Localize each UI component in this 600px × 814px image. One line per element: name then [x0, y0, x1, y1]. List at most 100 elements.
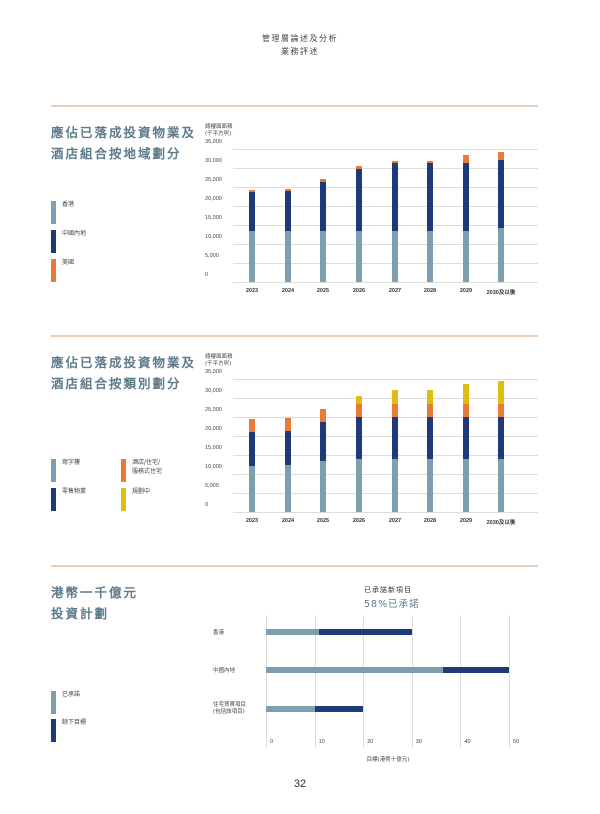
stacked-bar	[356, 149, 362, 282]
legend-swatch	[121, 488, 126, 511]
x-tick-label: 2025	[316, 288, 330, 294]
gridline	[233, 493, 538, 494]
bar-category-label: (包括該項目)	[213, 709, 245, 715]
bar-segment	[498, 160, 504, 229]
y-tick-label: 20,000	[205, 196, 222, 202]
y-axis-unit: (千平方呎)	[205, 361, 232, 367]
bar-segment	[285, 430, 291, 465]
bar-segment	[319, 629, 412, 635]
gridline	[233, 436, 538, 437]
report-subsection-title: 業務評述	[281, 47, 319, 56]
x-axis-line	[233, 512, 538, 513]
bar-category-label: 住宅買賣項目	[213, 702, 247, 708]
bar-category-label: 中國內地	[213, 668, 236, 674]
bar-segment	[392, 459, 398, 512]
section-divider	[51, 335, 538, 337]
bar-segment	[320, 460, 326, 512]
y-tick-label: 25,000	[205, 407, 222, 413]
y-tick-label: 5,000	[205, 253, 219, 259]
bar-segment	[427, 389, 433, 405]
x-tick-label: 2028	[423, 518, 437, 524]
stacked-bar	[249, 379, 255, 512]
x-tick-label: 0	[270, 739, 274, 745]
gridline	[314, 615, 316, 748]
gridline	[233, 225, 538, 226]
x-tick-label: 2023	[245, 518, 259, 524]
title-line: 港幣一千億元	[51, 585, 139, 600]
committed-percentage: 58%已承諾	[364, 599, 420, 610]
y-tick-label: 30,000	[205, 158, 222, 164]
bar-segment	[498, 381, 504, 405]
gridline	[233, 149, 538, 150]
legend-label: 香港	[62, 201, 75, 208]
y-tick-label: 30,000	[205, 388, 222, 394]
x-tick-label: 10	[318, 739, 325, 745]
gridline	[233, 187, 538, 188]
x-tick-label: 2027	[388, 288, 402, 294]
stacked-bar	[392, 379, 398, 512]
bar-segment	[463, 384, 469, 405]
bar-segment	[392, 160, 398, 164]
y-axis-label: 總樓面面積	[205, 354, 233, 360]
bar-segment	[463, 459, 469, 512]
bar-segment	[463, 163, 469, 232]
gridline	[233, 263, 538, 264]
gridline	[233, 455, 538, 456]
page-number: 32	[293, 778, 307, 790]
legend-label: 酒店/住宅/	[132, 459, 161, 466]
x-tick-label: 20	[367, 739, 374, 745]
x-tick-label: 30	[415, 739, 422, 745]
legend-label: 服務式住宅	[132, 468, 163, 475]
y-tick-label: 10,000	[205, 234, 222, 240]
x-tick-label: 2027	[388, 518, 402, 524]
legend-swatch	[51, 488, 56, 511]
gridline	[233, 244, 538, 245]
legend-label: 餘下目標	[62, 719, 87, 726]
stacked-bar	[249, 149, 255, 282]
bar-segment	[249, 191, 255, 232]
bar-segment	[443, 667, 509, 673]
legend-swatch	[51, 230, 56, 253]
bar-segment	[285, 230, 291, 282]
section-divider	[51, 105, 538, 107]
x-tick-label: 2029	[459, 518, 473, 524]
stacked-bar	[285, 149, 291, 282]
x-tick-label: 50	[513, 739, 520, 745]
bar-segment	[498, 228, 504, 282]
legend-label: 寫字樓	[62, 459, 81, 466]
stacked-bar	[498, 379, 504, 512]
gridline	[233, 168, 538, 169]
y-tick-label: 35,000	[205, 139, 222, 145]
bar-segment	[356, 404, 362, 417]
bar-segment	[249, 189, 255, 192]
x-axis-line	[233, 282, 538, 283]
y-axis-label: 總樓面面積	[205, 124, 233, 130]
legend-swatch	[51, 459, 56, 482]
bar-segment	[249, 418, 255, 432]
legend-swatch	[51, 201, 56, 224]
bar-segment	[427, 163, 433, 232]
x-tick-label: 2026	[352, 288, 366, 294]
title-line: 酒店組合按類別劃分	[51, 376, 182, 391]
x-tick-label: 2030及以後	[486, 290, 516, 296]
bar-segment	[320, 179, 326, 182]
bar-segment	[356, 231, 362, 282]
bar-segment	[463, 417, 469, 460]
section1-title: 應佔已落成投資物業及 酒店組合按地域劃分	[51, 122, 196, 164]
bar-segment	[427, 231, 433, 282]
legend-swatch	[121, 459, 126, 482]
x-tick-label: 2029	[459, 288, 473, 294]
gridline	[411, 615, 413, 748]
bar-segment	[498, 417, 504, 460]
bar-segment	[285, 188, 291, 191]
x-tick-label: 2024	[281, 288, 295, 294]
x-tick-label: 40	[464, 739, 471, 745]
gridline	[460, 615, 462, 748]
y-tick-label: 0	[205, 272, 209, 278]
y-tick-label: 35,000	[205, 369, 222, 375]
bar-segment	[356, 166, 362, 170]
bar-segment	[427, 459, 433, 512]
section-divider	[51, 565, 538, 567]
gridline	[363, 615, 365, 748]
bar-segment	[498, 459, 504, 512]
